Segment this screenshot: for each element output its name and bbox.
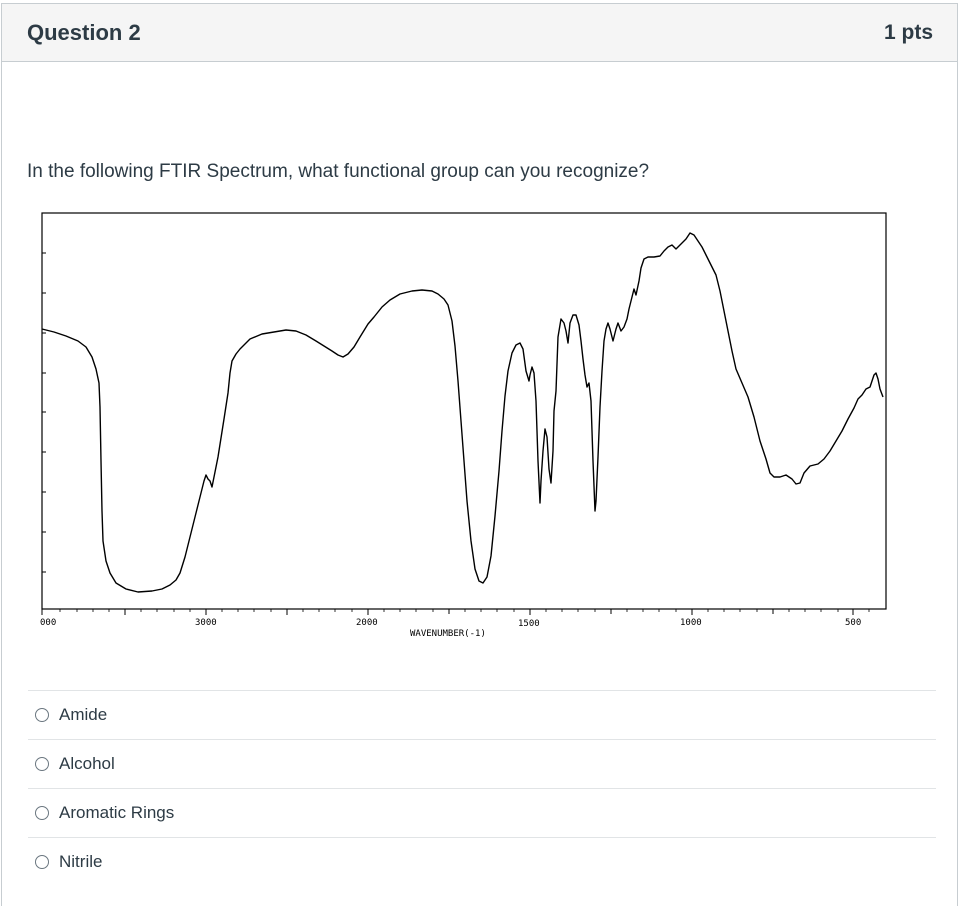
tick-label: 000 — [40, 618, 56, 628]
plot-frame — [41, 212, 887, 610]
x-axis-label: WAVENUMBER(-1) — [410, 629, 486, 639]
y-axis-ticks — [42, 252, 46, 573]
question-header: Question 2 1 pts — [2, 4, 957, 62]
tick-label: 2000 — [356, 618, 378, 628]
answer-label: Alcohol — [59, 754, 115, 773]
radio-button[interactable] — [35, 757, 49, 771]
answer-label: Nitrile — [59, 852, 103, 871]
answer-list: Amide Alcohol Aromatic Rings Nitrile — [28, 690, 936, 886]
question-text: In the following FTIR Spectrum, what fun… — [27, 161, 650, 182]
x-axis-ticks — [41, 609, 854, 615]
answer-option-aromatic-rings[interactable]: Aromatic Rings — [28, 788, 936, 837]
answer-option-alcohol[interactable]: Alcohol — [28, 739, 936, 788]
answer-label: Aromatic Rings — [59, 803, 175, 822]
tick-label: 1000 — [680, 618, 702, 628]
radio-button[interactable] — [35, 855, 49, 869]
radio-button[interactable] — [35, 806, 49, 820]
tick-label: 3000 — [195, 618, 217, 628]
question-card: Question 2 1 pts In the following FTIR S… — [1, 3, 958, 906]
tick-label: 1500 — [518, 619, 540, 629]
tick-labels: 000 3000 2000 1500 1000 500 — [40, 618, 861, 629]
spectrum-trace — [41, 232, 884, 593]
answer-option-nitrile[interactable]: Nitrile — [28, 837, 936, 886]
question-points: 1 pts — [883, 20, 933, 44]
answer-label: Amide — [59, 705, 108, 724]
answer-option-amide[interactable]: Amide — [28, 690, 936, 739]
radio-button[interactable] — [35, 708, 49, 722]
x-axis-minor-ticks — [59, 609, 870, 612]
question-title: Question 2 — [27, 19, 141, 45]
ftir-spectrum-image: 000 3000 2000 1500 1000 500 WAVENUMBER(-… — [40, 212, 887, 639]
tick-label: 500 — [845, 618, 861, 628]
